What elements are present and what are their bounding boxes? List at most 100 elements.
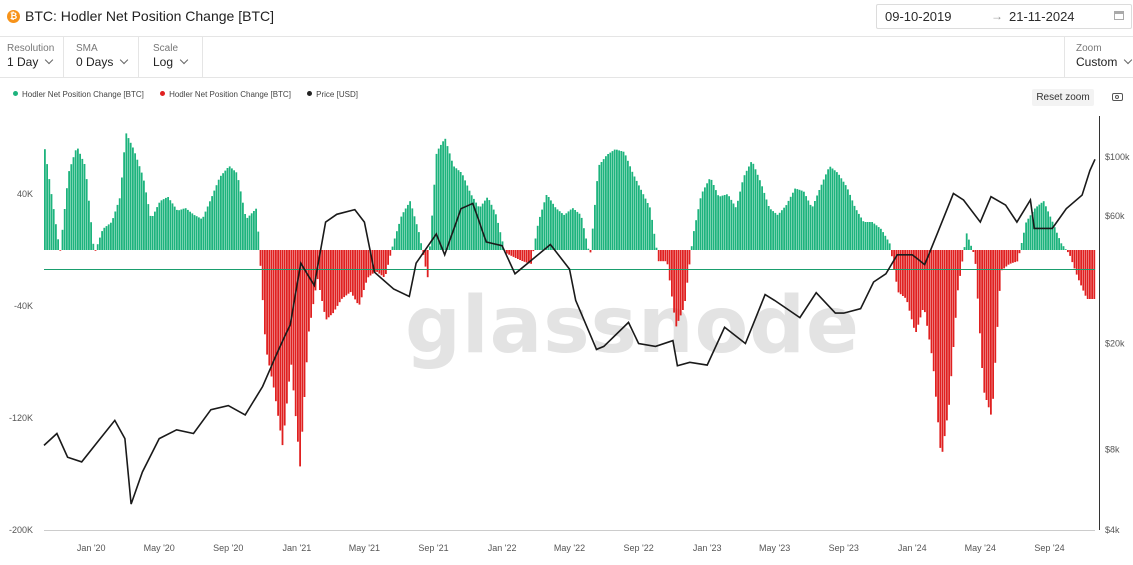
- bar-positive: [754, 169, 757, 250]
- bar-positive: [180, 209, 183, 250]
- bar-negative: [354, 250, 356, 300]
- bar-positive: [836, 172, 838, 250]
- date-to-input[interactable]: 21-11-2024: [1009, 9, 1075, 24]
- x-tick-label: Sep '21: [418, 543, 448, 553]
- bar-positive: [235, 172, 238, 250]
- bar-negative: [679, 250, 682, 316]
- bar-negative: [321, 250, 323, 301]
- bar-positive: [202, 216, 205, 250]
- bar-positive: [44, 149, 46, 250]
- camera-icon[interactable]: [1112, 93, 1123, 101]
- right-tick-label: $4k: [1105, 525, 1120, 535]
- bar-negative: [94, 250, 97, 251]
- bar-negative: [389, 250, 392, 256]
- bar-negative: [668, 250, 671, 281]
- bar-positive: [785, 205, 788, 250]
- bar-positive: [176, 209, 178, 250]
- sma-dropdown[interactable]: SMA 0 Days: [69, 37, 139, 77]
- zoom-dropdown[interactable]: Zoom Custom: [1064, 37, 1133, 77]
- bar-positive: [838, 174, 840, 250]
- bar-positive: [107, 224, 110, 250]
- bar-positive: [488, 200, 491, 250]
- bar-positive: [118, 198, 121, 250]
- legend-item-positive[interactable]: Hodler Net Position Change [BTC]: [13, 90, 144, 99]
- bar-positive: [833, 170, 836, 250]
- bars-layer: [44, 133, 1096, 467]
- bar-positive: [690, 246, 693, 250]
- bar-positive: [704, 187, 706, 250]
- bar-negative: [917, 250, 920, 325]
- bar-positive: [396, 231, 398, 250]
- x-tick-label: May '21: [349, 543, 380, 553]
- bar-positive: [420, 243, 422, 250]
- bar-positive: [884, 235, 887, 250]
- x-tick-label: Jan '20: [77, 543, 106, 553]
- bar-positive: [431, 215, 433, 250]
- bar-negative: [279, 250, 282, 431]
- bar-negative: [369, 250, 372, 276]
- bar-positive: [611, 151, 614, 250]
- bar-positive: [250, 213, 253, 250]
- bar-negative: [532, 250, 535, 252]
- bar-positive: [721, 195, 724, 250]
- bar-positive: [792, 192, 794, 250]
- date-range-picker[interactable]: 09-10-2019 → 21-11-2024: [876, 4, 1132, 29]
- bar-positive: [433, 184, 436, 250]
- bar-negative: [1067, 250, 1069, 253]
- bar-positive: [873, 223, 876, 250]
- reset-zoom-button[interactable]: Reset zoom: [1032, 89, 1094, 106]
- date-from-input[interactable]: 09-10-2019: [885, 9, 952, 24]
- bar-positive: [200, 218, 202, 250]
- bar-positive: [822, 179, 825, 250]
- bar-negative: [510, 250, 513, 256]
- bar-positive: [239, 191, 242, 250]
- bar-positive: [600, 162, 603, 250]
- bar-positive: [814, 201, 816, 250]
- bar-positive: [206, 206, 209, 250]
- bar-positive: [877, 227, 880, 250]
- bar-positive: [543, 202, 546, 250]
- bar-negative: [946, 250, 948, 421]
- bar-positive: [242, 202, 244, 250]
- bar-negative: [305, 250, 308, 363]
- resolution-dropdown[interactable]: Resolution 1 Day: [0, 37, 64, 77]
- bar-positive: [743, 175, 746, 250]
- bar-positive: [781, 210, 783, 250]
- bar-positive: [963, 247, 966, 250]
- bar-positive: [77, 148, 79, 250]
- bar-positive: [882, 232, 884, 250]
- bar-positive: [699, 198, 702, 250]
- bar-negative: [356, 250, 359, 304]
- bar-positive: [607, 154, 609, 250]
- bar-positive: [1020, 243, 1023, 250]
- bar-negative: [1093, 250, 1096, 299]
- bar-positive: [178, 210, 180, 250]
- bar-negative: [1012, 250, 1014, 263]
- bar-negative: [426, 250, 429, 278]
- bar-positive: [90, 222, 92, 250]
- legend-item-price[interactable]: Price [USD]: [307, 90, 358, 99]
- bar-negative: [910, 250, 913, 320]
- bar-negative: [941, 250, 944, 452]
- bar-positive: [596, 181, 598, 250]
- bar-positive: [173, 206, 176, 250]
- bar-negative: [523, 250, 526, 262]
- bar-positive: [398, 223, 400, 250]
- header-bar: ₿ BTC: Hodler Net Position Change [BTC] …: [0, 0, 1133, 37]
- scale-dropdown[interactable]: Scale Log: [146, 37, 203, 77]
- bar-positive: [849, 194, 851, 250]
- legend-item-negative[interactable]: Hodler Net Position Change [BTC]: [160, 90, 291, 99]
- calendar-icon[interactable]: [1114, 11, 1124, 20]
- bar-positive: [750, 162, 752, 250]
- bitcoin-icon: ₿: [7, 10, 20, 23]
- bar-positive: [547, 197, 550, 250]
- bar-negative: [1080, 250, 1082, 286]
- bar-positive: [776, 214, 779, 250]
- bar-negative: [59, 250, 62, 251]
- bar-positive: [499, 232, 502, 250]
- bar-negative: [266, 250, 268, 355]
- x-tick-label: Sep '23: [829, 543, 859, 553]
- bar-negative: [1009, 250, 1012, 264]
- bar-positive: [418, 232, 420, 250]
